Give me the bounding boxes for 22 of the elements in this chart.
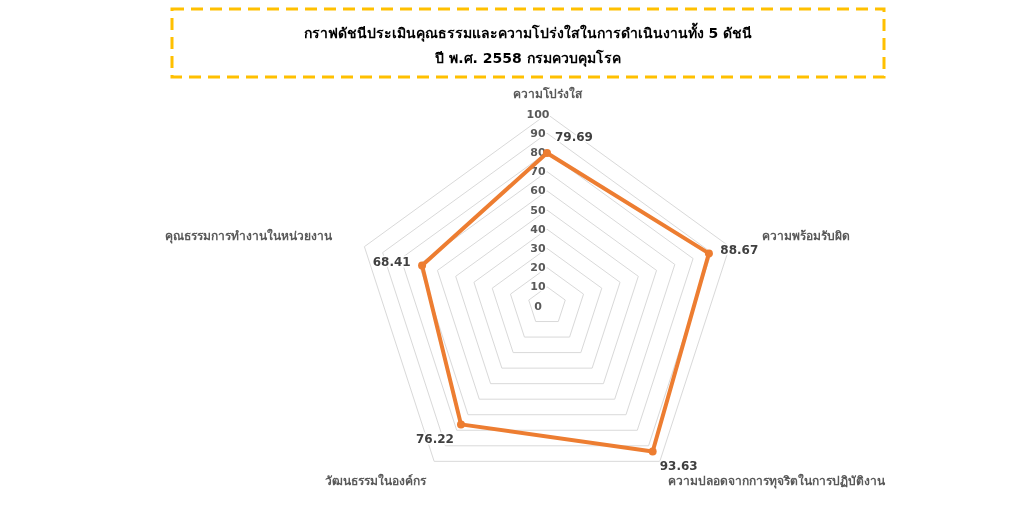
y-tick-label: 10 — [530, 280, 546, 294]
spoke-label: วัฒนธรรมในองค์กร — [324, 472, 427, 488]
y-tick-label: 70 — [530, 165, 546, 179]
spoke-label: ความปลอดจากการทุจริตในการปฏิบัติงาน — [668, 472, 887, 489]
spoke-label: คุณธรรมการทำงานในหน่วยงาน — [165, 228, 334, 245]
chart-title: กราฟดัชนีประเมินคุณธรรมและความโปร่งใสในการดำเนินงานทั้ง 5 ดัชนี — [303, 22, 753, 42]
data-label: 93.63 — [659, 458, 698, 473]
chart-subtitle: ปี พ.ศ. 2558 กรมควบคุมโรค — [434, 49, 621, 67]
y-tick-label: 60 — [530, 184, 546, 198]
y-tick-label: 20 — [530, 261, 546, 275]
data-label: 68.41 — [372, 254, 411, 269]
y-tick-label: 50 — [530, 203, 546, 217]
spoke-label: ความโปร่งใส — [512, 86, 583, 101]
y-tick-label: 0 — [534, 299, 543, 313]
y-tick-label: 90 — [530, 126, 546, 140]
y-tick-label: 40 — [530, 222, 546, 236]
data-label: 76.22 — [415, 431, 454, 446]
spoke-label: ความพร้อมรับผิด — [761, 229, 850, 244]
y-tick-label: 100 — [526, 107, 550, 121]
y-tick-label: 30 — [530, 241, 546, 255]
data-label: 79.69 — [555, 130, 593, 144]
data-label: 88.67 — [720, 242, 759, 257]
